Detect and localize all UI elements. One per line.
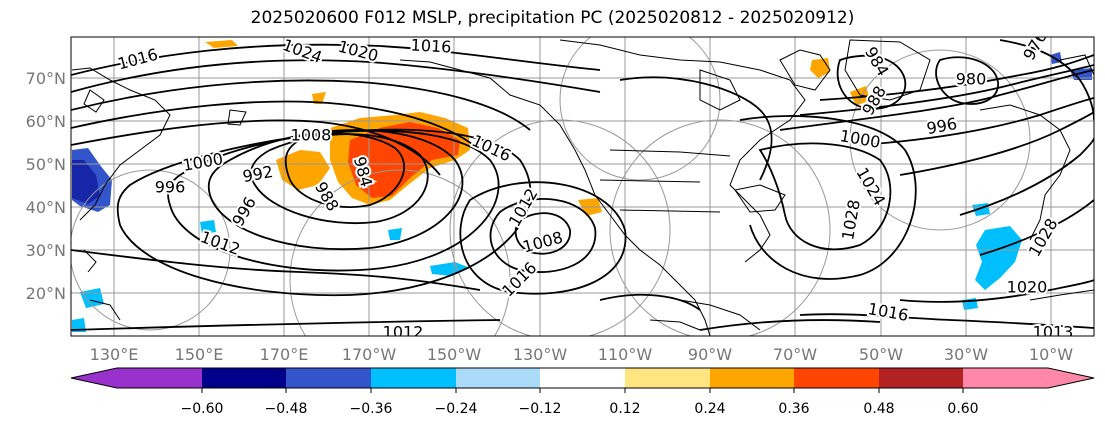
colorbar-segment <box>286 368 371 388</box>
latitude-label: 40°N <box>26 198 66 217</box>
latitude-label: 50°N <box>26 155 66 174</box>
longitude-label: 130°E <box>90 345 139 364</box>
colorbar-ticks <box>201 388 964 393</box>
isobar-label: 996 <box>925 114 958 138</box>
colorbar-segment <box>371 368 456 388</box>
colorbar-extend-low <box>71 368 117 388</box>
colorbar-segment <box>794 368 879 388</box>
longitude-label: 130°W <box>513 345 568 364</box>
colorbar-segment <box>710 368 794 388</box>
latitude-label: 60°N <box>26 112 66 131</box>
isobar-label: 1020 <box>1007 278 1048 297</box>
longitude-label: 70°W <box>773 345 817 364</box>
colorbar-tick-label: −0.48 <box>265 401 308 417</box>
longitude-label: 170°W <box>342 345 397 364</box>
latitude-label: 20°N <box>26 284 66 303</box>
longitude-label: 170°E <box>260 345 309 364</box>
isobar-contours <box>71 39 1094 331</box>
longitude-label: 110°W <box>598 345 653 364</box>
longitude-label: 90°W <box>688 345 732 364</box>
colorbar-extend-high <box>1048 368 1094 388</box>
latitude-axis: 70°N 60°N 50°N 40°N 30°N 20°N <box>26 69 66 303</box>
colorbar-tick-label: 0.24 <box>694 401 725 417</box>
colorbar-tick-label: 0.48 <box>863 401 894 417</box>
map-background <box>71 37 1094 336</box>
latitude-label: 70°N <box>26 69 66 88</box>
colorbar-tick-label: −0.12 <box>519 401 562 417</box>
longitude-label: 50°W <box>859 345 903 364</box>
colorbar-segment <box>963 368 1048 388</box>
map-title: 2025020600 F012 MSLP, precipitation PC (… <box>250 8 855 28</box>
colorbar-segment <box>625 368 710 388</box>
isobar-label: 1008 <box>291 126 332 145</box>
colorbar-tick-label: 0.36 <box>778 401 809 417</box>
colorbar: −0.60 −0.48 −0.36 −0.24 −0.12 0.12 0.24 … <box>70 367 1095 417</box>
longitude-label: 150°E <box>175 345 224 364</box>
coastlines <box>71 39 1094 336</box>
longitude-label: 10°W <box>1029 345 1073 364</box>
map-frame <box>70 36 1095 337</box>
isobar-label: 980 <box>956 70 987 89</box>
colorbar-outline <box>70 367 1095 389</box>
colorbar-segment <box>456 368 540 388</box>
longitude-label: 30°W <box>944 345 988 364</box>
colorbar-tick-label: 0.12 <box>609 401 640 417</box>
colorbar-segment <box>117 368 202 388</box>
isobar-label: 1012 <box>383 323 424 342</box>
colorbar-tick-label: −0.60 <box>181 401 224 417</box>
colorbar-segment <box>202 368 286 388</box>
isobar-label: 996 <box>155 178 186 197</box>
longitude-axis: 130°E 150°E 170°E 170°W 150°W 130°W 110°… <box>90 345 1074 364</box>
colorbar-tick-label: 0.60 <box>947 401 978 417</box>
colorbar-segment <box>540 368 625 388</box>
isobar-label: 1016 <box>410 35 452 56</box>
latitude-label: 30°N <box>26 241 66 260</box>
longitude-label: 150°W <box>427 345 482 364</box>
colorbar-segment <box>879 368 963 388</box>
colorbar-tick-label: −0.24 <box>435 401 478 417</box>
colorbar-tick-label: −0.36 <box>350 401 393 417</box>
isobar-label: 1013 <box>1033 323 1074 342</box>
